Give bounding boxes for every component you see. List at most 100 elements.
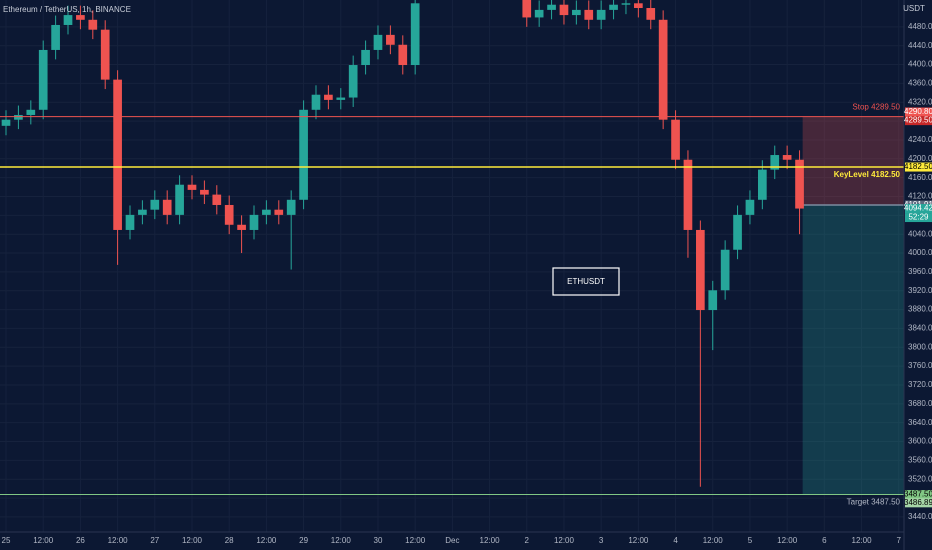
candle-body	[671, 119, 680, 160]
x-tick-label: 25	[2, 536, 11, 545]
y-tick-label: 4440.00	[908, 41, 932, 50]
x-tick-label: 3	[599, 536, 604, 545]
x-tick-label: 27	[150, 536, 159, 545]
price-label: 4094.42	[904, 204, 932, 213]
x-tick-label: 12:00	[108, 536, 129, 545]
x-tick-label: 4	[673, 536, 678, 545]
chart-title: Ethereum / TetherUS, 1h, BINANCE	[3, 5, 131, 14]
candle-body	[758, 169, 767, 200]
x-tick-label: 2	[525, 536, 530, 545]
x-tick-label: 12:00	[256, 536, 277, 545]
candle-body	[733, 214, 742, 250]
x-tick-label: 12:00	[703, 536, 724, 545]
candle-body	[547, 4, 556, 10]
candle-body	[634, 3, 643, 9]
candle-body	[200, 189, 209, 195]
price-label-box	[905, 107, 932, 117]
price-label-box	[905, 490, 932, 500]
candle-body	[361, 49, 370, 66]
price-label: 3487.50	[904, 490, 932, 499]
y-tick-label: 3560.00	[908, 455, 932, 464]
candle-body	[609, 4, 618, 10]
countdown: 52:29	[908, 213, 929, 222]
watermark: ETHUSDT	[567, 277, 605, 286]
x-tick-label: 12:00	[331, 536, 352, 545]
candle-body	[150, 199, 160, 210]
candle-body	[63, 15, 73, 25]
candle-body	[621, 3, 631, 5]
y-tick-label: 4200.00	[908, 154, 932, 163]
candle-body	[286, 199, 296, 215]
candle-body	[125, 214, 135, 230]
candle-body	[237, 224, 246, 230]
y-tick-label: 3680.00	[908, 399, 932, 408]
price-label-box	[905, 204, 932, 214]
x-tick-label: 30	[374, 536, 383, 545]
candle-body	[708, 290, 718, 311]
candle-body	[274, 209, 284, 215]
x-tick-label: 12:00	[777, 536, 798, 545]
y-tick-label: 4040.00	[908, 229, 932, 238]
levels	[0, 116, 904, 496]
candle-body	[175, 184, 184, 215]
y-tick-label: 3720.00	[908, 380, 932, 389]
candle-body	[1, 119, 11, 126]
candle-body	[348, 65, 358, 98]
candle-body	[26, 109, 36, 115]
y-tick-label: 3640.00	[908, 418, 932, 427]
x-tick-label: 12:00	[628, 536, 649, 545]
candle-body	[683, 159, 693, 230]
candle-body	[51, 24, 60, 50]
level-label: Stop 4289.50	[852, 103, 900, 112]
x-tick-label: 6	[822, 536, 827, 545]
x-tick-label: 26	[76, 536, 85, 545]
candle-body	[162, 199, 172, 215]
candle-body	[596, 9, 606, 20]
candle-body	[138, 209, 147, 215]
y-tick-label: 4160.00	[908, 173, 932, 182]
target-zone	[802, 205, 904, 495]
price-label-box	[905, 116, 932, 126]
y-tick-label: 3840.00	[908, 324, 932, 333]
level-label: KeyLevel 4182.50	[834, 170, 901, 179]
y-tick-label: 4320.00	[908, 97, 932, 106]
position-zones	[802, 116, 904, 495]
candle-body	[770, 155, 780, 170]
candle-body	[224, 204, 234, 225]
y-tick-label: 4000.00	[908, 248, 932, 257]
x-tick-label: 12:00	[480, 536, 501, 545]
x-tick-label: Dec	[445, 536, 459, 545]
candle-body	[386, 34, 395, 45]
price-label: 4289.50	[904, 116, 932, 125]
y-tick-label: 4120.00	[908, 192, 932, 201]
candle-body	[534, 9, 544, 18]
x-tick-label: 12:00	[33, 536, 54, 545]
countdown-box	[905, 213, 932, 223]
candle-body	[584, 9, 594, 20]
candle-body	[795, 159, 804, 209]
grid	[0, 0, 904, 532]
x-tick-label: 29	[299, 536, 308, 545]
y-tick-label: 4240.00	[908, 135, 932, 144]
y-tick-label: 3920.00	[908, 286, 932, 295]
candle-body	[696, 229, 705, 311]
candle-body	[398, 44, 408, 66]
candle-body	[410, 3, 420, 66]
candle-body	[745, 199, 755, 215]
price-label: 4290.80	[904, 107, 932, 116]
x-tick-label: 12:00	[554, 536, 575, 545]
axes: 3440.003480.003520.003560.003600.003640.…	[2, 22, 932, 545]
x-tick-label: 5	[748, 536, 753, 545]
x-tick-label: 12:00	[405, 536, 426, 545]
candle-body	[88, 19, 98, 30]
candle-body	[782, 155, 792, 160]
y-tick-label: 4480.00	[908, 22, 932, 31]
y-tick-label: 3520.00	[908, 474, 932, 483]
axis-unit: USDT	[903, 4, 925, 13]
y-tick-label: 3960.00	[908, 267, 932, 276]
x-tick-label: 7	[897, 536, 902, 545]
candle-body	[336, 97, 346, 100]
price-label: 4182.50	[904, 162, 932, 171]
